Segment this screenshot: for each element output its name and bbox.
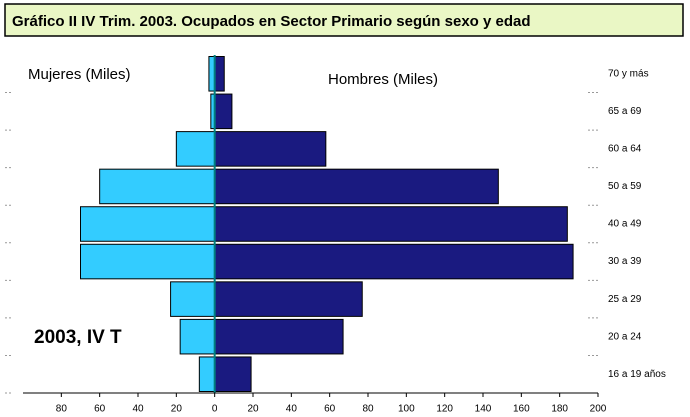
bar	[175, 131, 216, 167]
bar	[214, 93, 233, 130]
x-tick-label: 200	[590, 404, 607, 415]
bar	[99, 168, 216, 205]
title-box	[4, 3, 684, 37]
annotation: 2003, IV T	[34, 327, 122, 348]
y-tick-label: 60 a 64	[608, 144, 642, 155]
x-tick-label: 0	[212, 404, 218, 415]
x-tick-label: 80	[362, 404, 374, 415]
y-tick-label: 30 a 39	[608, 256, 642, 267]
bar	[214, 168, 499, 205]
bar	[80, 243, 216, 280]
y-tick-label: 20 a 24	[608, 331, 642, 342]
chart-title: Gráfico II IV Trim. 2003. Ocupados en Se…	[12, 13, 531, 30]
x-tick-label: 40	[132, 404, 144, 415]
x-tick-label: 160	[513, 404, 530, 415]
x-tick-label: 80	[56, 404, 68, 415]
x-tick-label: 140	[475, 404, 492, 415]
x-tick-label: 40	[286, 404, 298, 415]
bar	[214, 243, 574, 280]
x-tick-label: 120	[436, 404, 453, 415]
y-tick-label: 70 y más	[608, 68, 649, 79]
bar	[179, 318, 216, 355]
x-tick-label: 20	[247, 404, 259, 415]
bar	[214, 206, 568, 242]
x-tick-label: 60	[324, 404, 336, 415]
x-tick-label: 20	[171, 404, 183, 415]
y-tick-label: 16 a 19 años	[608, 369, 666, 380]
x-tick-label: 180	[551, 404, 568, 415]
bar	[170, 281, 216, 317]
x-tick-label: 100	[398, 404, 415, 415]
bar	[214, 318, 344, 355]
y-tick-label: 50 a 59	[608, 181, 642, 192]
legend-men: Hombres (Miles)	[328, 71, 438, 88]
y-tick-label: 40 a 49	[608, 219, 642, 230]
bar	[214, 131, 327, 167]
y-tick-label: 25 a 29	[608, 294, 642, 305]
bar	[198, 356, 216, 392]
y-tick-label: 65 a 69	[608, 106, 642, 117]
legend-women: Mujeres (Miles)	[28, 66, 131, 83]
bar	[214, 56, 225, 92]
x-tick-label: 60	[94, 404, 106, 415]
bar	[80, 206, 216, 242]
bar	[214, 281, 363, 317]
bar	[214, 356, 252, 392]
